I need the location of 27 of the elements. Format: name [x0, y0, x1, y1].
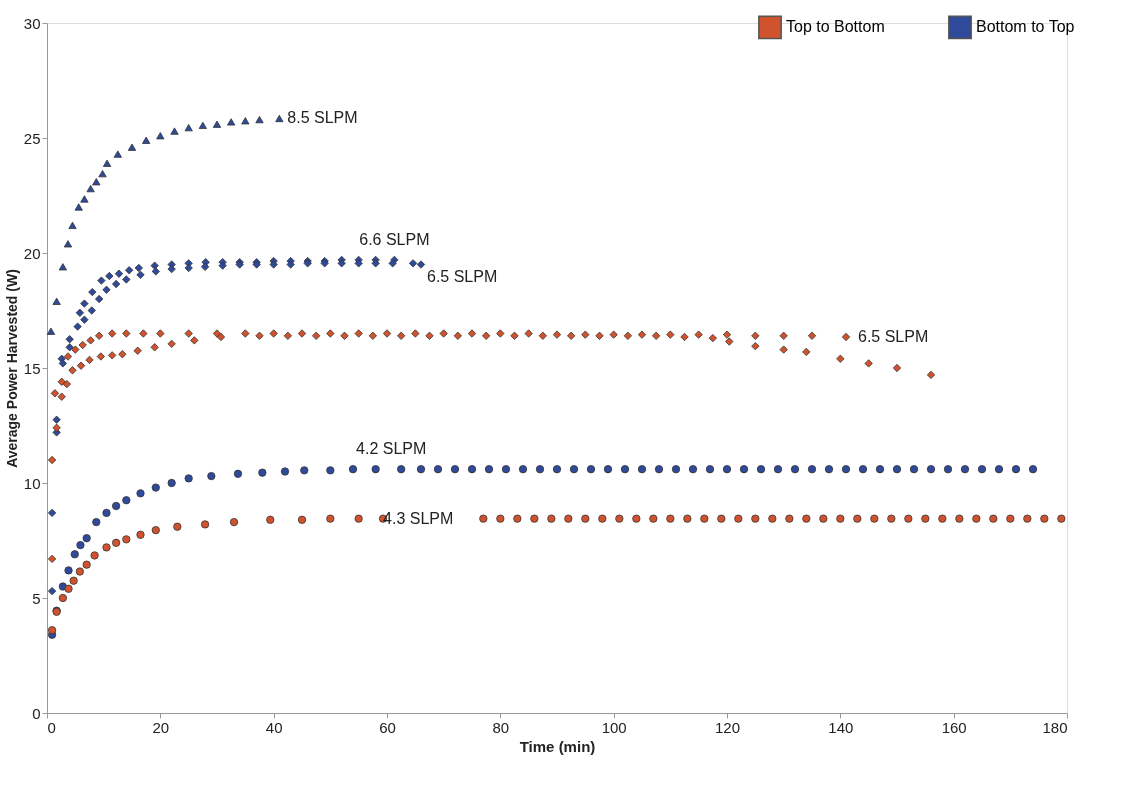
x-tick-label: 0: [47, 718, 56, 736]
y-tick-label: 30: [23, 14, 41, 32]
legend-label: Top to Bottom: [786, 18, 885, 36]
y-axis-title: Average Power Harvested (W): [3, 269, 20, 468]
annotation: 6.5 SLPM: [427, 267, 498, 285]
y-tick-label: 20: [23, 244, 41, 262]
y-tick-label: 10: [23, 474, 41, 492]
annotation: 6.5 SLPM: [858, 327, 929, 345]
annotation: 8.5 SLPM: [287, 109, 358, 127]
x-axis-title: Time (min): [519, 737, 596, 755]
x-tick-label: 100: [601, 718, 627, 736]
y-tick-label: 5: [32, 589, 41, 607]
x-tick-label: 140: [828, 718, 854, 736]
annotation: 4.2 SLPM: [356, 440, 427, 458]
x-tick-label: 120: [714, 718, 741, 736]
x-tick-label: 80: [492, 718, 510, 736]
y-tick-label: 0: [32, 704, 41, 722]
x-tick-label: 180: [1042, 718, 1068, 736]
x-tick-label: 160: [941, 718, 967, 736]
x-tick-label: 40: [265, 718, 283, 736]
legend-label: Bottom to Top: [976, 18, 1075, 36]
x-tick-label: 60: [379, 718, 396, 736]
annotation: 4.3 SLPM: [383, 509, 454, 527]
x-tick-label: 20: [152, 718, 170, 736]
y-tick-label: 15: [23, 359, 41, 377]
y-tick-label: 25: [23, 129, 41, 147]
annotation: 6.6 SLPM: [359, 230, 430, 248]
